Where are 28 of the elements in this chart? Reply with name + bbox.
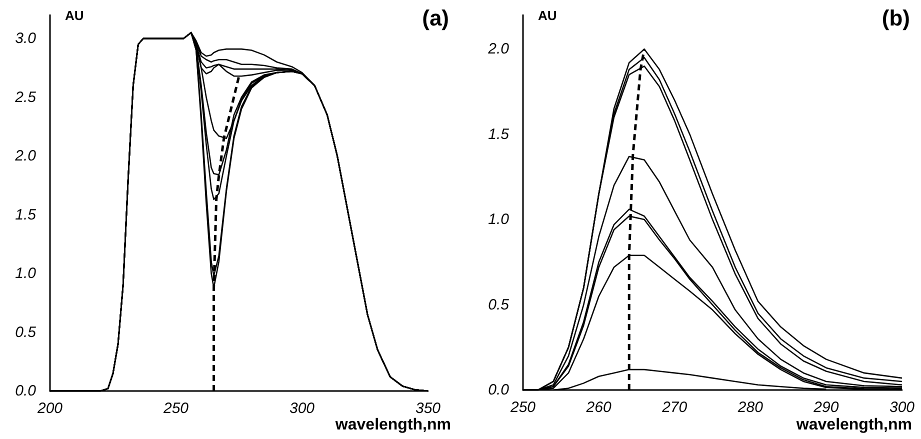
x-tick-label: 270 (661, 399, 688, 416)
y-tick-label: 0.5 (488, 296, 510, 314)
x-axis-title: wavelength,nm (334, 416, 451, 434)
y-tick-label: 1.0 (15, 265, 37, 282)
y-tick-label: 2.5 (14, 88, 37, 106)
y-axis-title: AU (65, 8, 84, 23)
y-tick-label: 0.0 (488, 382, 510, 398)
x-tick-label: 200 (36, 400, 64, 417)
y-tick-label: 1.0 (488, 211, 510, 228)
x-tick-label: 300 (289, 400, 316, 417)
chart-title: (a) (422, 6, 450, 30)
y-tick-label: 2.0 (487, 40, 510, 58)
x-tick-label: 350 (415, 400, 442, 417)
y-axis-title: AU (538, 8, 557, 23)
x-tick-label: 280 (736, 399, 764, 416)
y-tick-label: 3.0 (15, 30, 37, 47)
y-tick-label: 1.5 (15, 206, 37, 224)
y-tick-label: 0.0 (15, 382, 37, 400)
y-tick-label: 0.5 (15, 324, 37, 341)
x-tick-label: 260 (585, 399, 612, 416)
y-tick-label: 1.5 (488, 126, 510, 143)
x-tick-label: 290 (812, 399, 840, 416)
y-tick-label: 2.0 (14, 148, 37, 164)
x-axis-title: wavelength,nm (795, 416, 912, 434)
chart-title: (b) (882, 6, 910, 30)
x-tick-label: 250 (509, 399, 536, 416)
x-tick-label: 300 (889, 399, 916, 416)
x-tick-label: 250 (162, 400, 190, 417)
